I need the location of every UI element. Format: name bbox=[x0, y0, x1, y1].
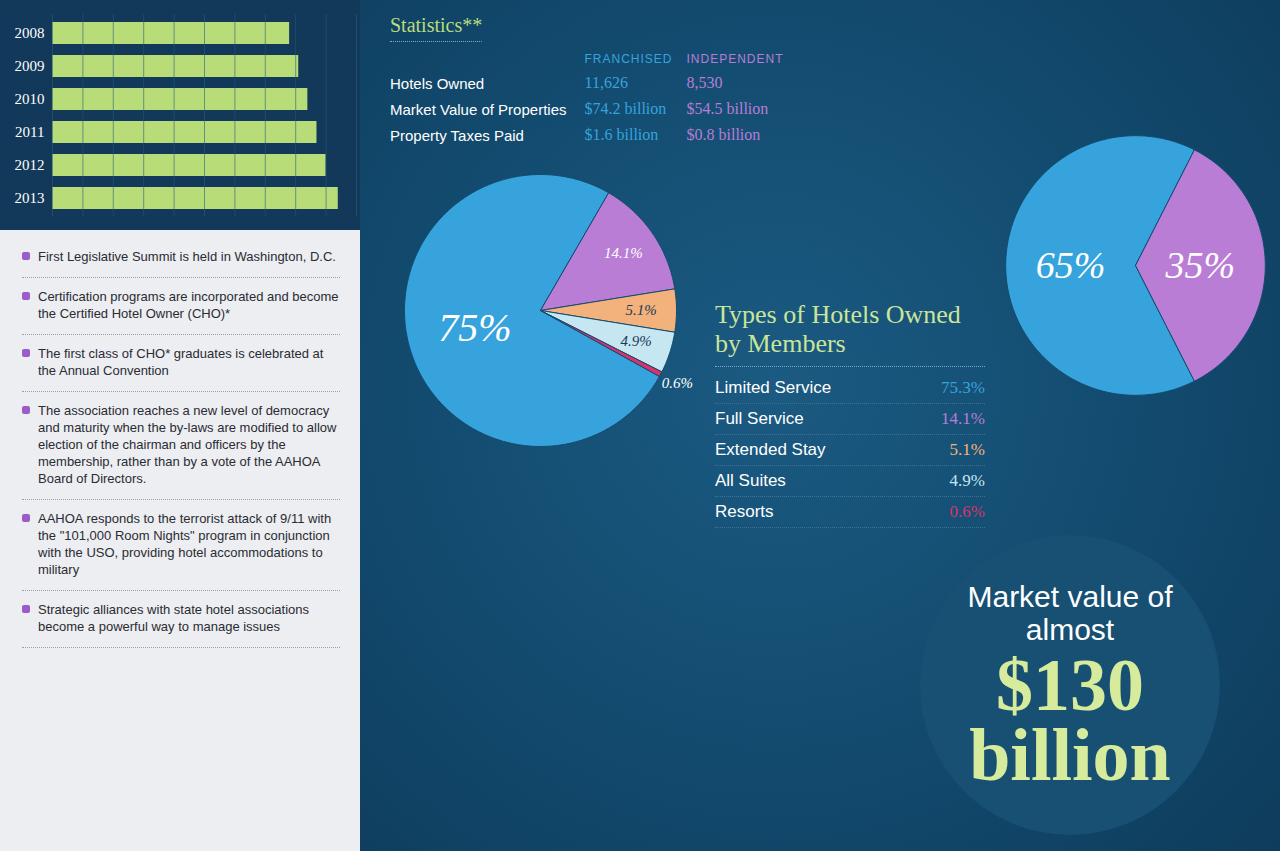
html-text:$0.8 billion: $0.8 billion bbox=[686, 126, 761, 143]
svg-text:14.1%: 14.1% bbox=[604, 245, 643, 261]
html-text:FRANCHISED: FRANCHISED bbox=[584, 52, 673, 66]
svg-text:75%: 75% bbox=[438, 305, 511, 350]
html-text:Resorts: Resorts bbox=[715, 502, 774, 521]
html-text:First Legislative Summit is he: First Legislative Summit is held in Wash… bbox=[38, 249, 336, 264]
html-text:Market Value of Properties: Market Value of Properties bbox=[390, 100, 567, 118]
html-text:Full Service: Full Service bbox=[715, 409, 804, 428]
svg-text:65%: 65% bbox=[1036, 244, 1106, 286]
html-text:Statistics**: Statistics** bbox=[390, 14, 483, 36]
html-text:Certification programs are inc: Certification programs are incorporated … bbox=[38, 289, 339, 321]
html-text:14.1%: 14.1% bbox=[941, 409, 985, 428]
svg-text:2013: 2013 bbox=[15, 190, 45, 206]
svg-text:35%: 35% bbox=[1165, 244, 1236, 286]
svg-text:2008: 2008 bbox=[15, 25, 45, 41]
html-text:75.3%: 75.3% bbox=[941, 378, 985, 397]
html-text:Strategic alliances with state: Strategic alliances with state hotel ass… bbox=[38, 602, 309, 634]
html-text:0.6%: 0.6% bbox=[949, 502, 985, 521]
html-text:$130 billion: $130 billion bbox=[969, 644, 1171, 796]
svg-text:2010: 2010 bbox=[15, 91, 45, 107]
html-text:4.9%: 4.9% bbox=[949, 471, 985, 490]
html-text:$74.2 billion: $74.2 billion bbox=[584, 100, 667, 117]
svg-text:2009: 2009 bbox=[15, 58, 45, 74]
html-text:The first class of CHO* gradua: The first class of CHO* graduates is cel… bbox=[38, 346, 324, 378]
html-text:The association reaches a new: The association reaches a new level of d… bbox=[38, 403, 337, 486]
html-text:INDEPENDENT: INDEPENDENT bbox=[686, 52, 784, 66]
svg-text:0.6%: 0.6% bbox=[662, 375, 693, 391]
html-text:Market value of almost: Market value of almost bbox=[967, 580, 1173, 646]
html-text:All Suites: All Suites bbox=[715, 471, 786, 490]
html-text:$1.6 billion: $1.6 billion bbox=[584, 126, 659, 143]
html-text:$54.5 billion: $54.5 billion bbox=[686, 100, 769, 117]
html-text:Hotels Owned: Hotels Owned bbox=[390, 74, 485, 92]
html-text:11,626: 11,626 bbox=[584, 74, 628, 91]
svg-text:2011: 2011 bbox=[15, 124, 44, 140]
html-text:Types of Hotels Owned by Membe: Types of Hotels Owned by Members bbox=[715, 300, 961, 358]
svg-text:2012: 2012 bbox=[15, 157, 45, 173]
html-text:Extended Stay: Extended Stay bbox=[715, 440, 826, 459]
html-text:Limited Service: Limited Service bbox=[715, 378, 832, 397]
html-text:Property Taxes Paid: Property Taxes Paid bbox=[390, 126, 524, 144]
html-text:5.1%: 5.1% bbox=[949, 440, 985, 459]
html-text:8,530: 8,530 bbox=[686, 74, 723, 91]
svg-text:5.1%: 5.1% bbox=[626, 302, 657, 318]
svg-text:4.9%: 4.9% bbox=[621, 333, 652, 349]
html-text:AAHOA responds to the terroris: AAHOA responds to the terrorist attack o… bbox=[38, 511, 332, 577]
